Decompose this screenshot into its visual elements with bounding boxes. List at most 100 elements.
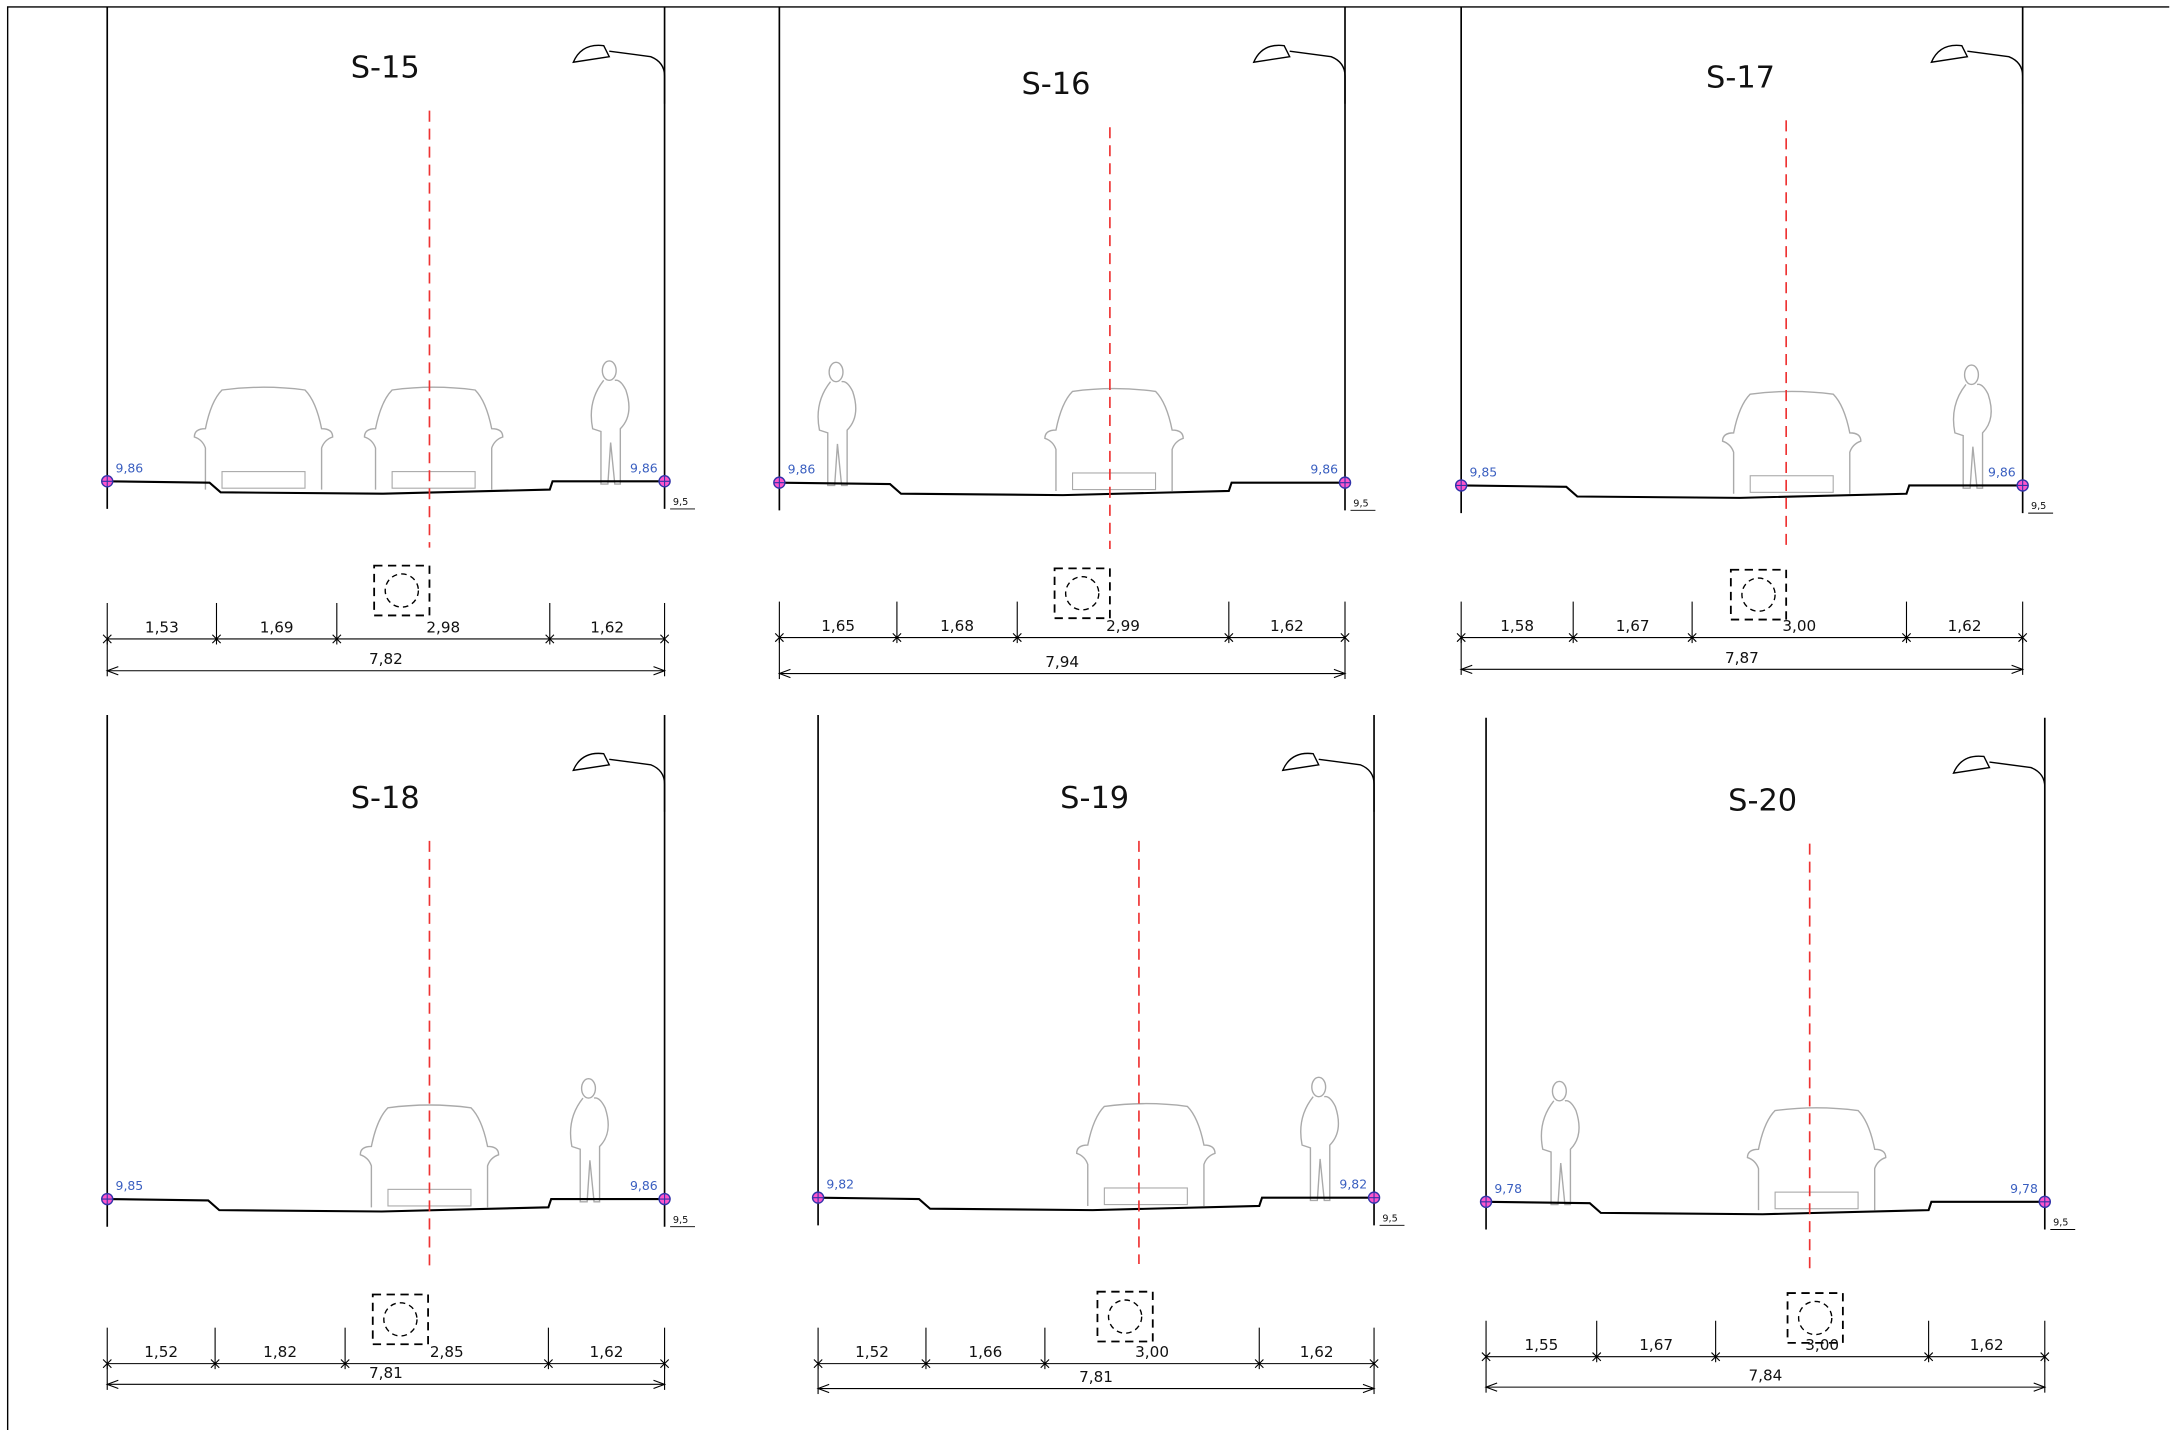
manhole-box — [1096, 1290, 1154, 1343]
level-marker-cross — [1339, 477, 1351, 489]
manhole-box — [373, 564, 431, 617]
dimension-tick — [1901, 633, 1912, 643]
car-outline — [1044, 387, 1184, 491]
dimension-label: 1,62 — [590, 1343, 624, 1361]
person-body — [1300, 1095, 1340, 1202]
dimension-tick — [545, 634, 555, 644]
level-marker-cross — [101, 1193, 113, 1205]
car-outline — [1721, 390, 1862, 494]
car-outline — [359, 1104, 500, 1208]
elevation-label: 9,82 — [826, 1177, 854, 1192]
total-dimension-label: 7,84 — [1748, 1367, 1782, 1385]
elevation-label: 9,86 — [630, 1178, 658, 1193]
level-marker-cross — [773, 477, 785, 489]
dimension-label: 1,52 — [855, 1343, 889, 1361]
level-marker-cross — [2039, 1196, 2051, 1208]
car-outline — [1746, 1107, 1887, 1211]
ground-profile — [1486, 1200, 2045, 1216]
sheet-frame — [6, 6, 2170, 1430]
dimension-label: 2,98 — [426, 618, 460, 636]
dimension-tick — [1711, 1352, 1721, 1362]
ground-profile — [107, 1198, 665, 1213]
dimension-tick — [1568, 633, 1578, 643]
manhole-box — [1729, 568, 1788, 621]
elevation-label: 9,86 — [788, 462, 816, 477]
dimension-label: 1,68 — [940, 617, 974, 635]
dimension-tick — [892, 633, 902, 643]
total-dimension-label: 7,82 — [369, 650, 403, 668]
person-head — [1551, 1080, 1567, 1102]
car-plate — [1103, 1187, 1188, 1206]
street-lamp — [572, 44, 666, 104]
ground-profile — [1461, 484, 2023, 499]
street-lamp — [1281, 752, 1375, 812]
car-plate — [1749, 475, 1834, 493]
dimension-label: 1,67 — [1616, 617, 1650, 635]
dimension-tick — [1687, 633, 1697, 643]
level-marker-cross — [101, 475, 113, 487]
dimension-label: 3,00 — [1782, 617, 1816, 635]
section-title: S-20 — [1728, 784, 1797, 819]
total-dimension-label: 7,94 — [1045, 653, 1079, 671]
person-head — [580, 1078, 597, 1099]
manhole-box — [1786, 1292, 1844, 1344]
car-plate — [1774, 1191, 1859, 1210]
dimension-label: 1,62 — [590, 618, 624, 636]
person-body — [569, 1097, 609, 1203]
elevation-label: 9,86 — [116, 460, 144, 475]
level-marker-cross — [812, 1192, 824, 1204]
dimension-label: 3,00 — [1805, 1336, 1839, 1354]
dimension-label: 1,62 — [1270, 617, 1304, 635]
manhole-box — [1053, 567, 1111, 620]
level-label: 9,5 — [2053, 1218, 2068, 1229]
dimension-tick — [1592, 1352, 1602, 1362]
elevation-label: 9,85 — [116, 1178, 144, 1193]
street-lamp — [1252, 44, 1346, 104]
manhole-pipe — [1797, 1300, 1833, 1336]
section-title: S-17 — [1706, 60, 1775, 95]
dimension-label: 1,53 — [145, 618, 179, 636]
dimension-tick — [340, 1359, 350, 1369]
manhole-pipe — [383, 1302, 418, 1337]
person-head — [1963, 364, 1980, 386]
dimension-label: 1,67 — [1639, 1336, 1673, 1354]
manhole-pipe — [1741, 577, 1776, 612]
person-head — [828, 361, 844, 383]
street-lamp — [1952, 755, 2046, 815]
car-outline — [193, 386, 334, 490]
elevation-label: 9,86 — [1988, 464, 2016, 479]
person-body — [817, 380, 857, 487]
ground-profile — [107, 480, 665, 495]
person-head — [1311, 1076, 1327, 1098]
dimension-label: 2,99 — [1106, 617, 1140, 635]
dimension-tick — [1254, 1359, 1264, 1369]
cross-section: S-19 9,82 9,82 9,5 1,52 1,66 3,00 1,62 7,81 — [811, 715, 1405, 1395]
level-label: 9,5 — [673, 1215, 688, 1226]
ground-profile — [779, 481, 1345, 497]
car-outline — [1076, 1102, 1216, 1206]
dimension-label: 1,82 — [263, 1343, 297, 1361]
cross-section: S-20 9,78 9,78 9,5 1,55 1,67 3,00 1,62 7,84 — [1479, 717, 2076, 1393]
elevation-label: 9,78 — [1494, 1181, 1522, 1196]
dimension-label: 2,85 — [430, 1343, 464, 1361]
dimension-tick — [1340, 633, 1350, 643]
level-label: 9,5 — [1353, 498, 1368, 509]
cross-section: S-18 9,85 9,86 9,5 1,52 1,82 2,85 1,62 7,81 — [101, 715, 696, 1390]
car-outline — [363, 386, 504, 490]
total-dimension-label: 7,81 — [1079, 1368, 1113, 1386]
level-marker-cross — [2017, 479, 2029, 491]
dimension-tick — [1224, 633, 1234, 643]
level-label: 9,5 — [2031, 501, 2046, 512]
level-marker-cross — [1455, 479, 1467, 491]
total-dimension-label: 7,87 — [1725, 649, 1759, 667]
level-marker-cross — [659, 1193, 671, 1205]
dimension-label: 1,58 — [1500, 617, 1534, 635]
manhole-pipe — [1064, 576, 1100, 611]
manhole-pipe — [384, 573, 420, 608]
dimension-label: 1,62 — [1300, 1343, 1334, 1361]
cross-section: S-17 9,85 9,86 9,5 1,58 1,67 3,00 1,62 7,87 — [1454, 6, 2054, 675]
dimension-label: 1,69 — [260, 618, 294, 636]
dimension-label: 3,00 — [1135, 1343, 1169, 1361]
street-lamp — [572, 752, 666, 812]
